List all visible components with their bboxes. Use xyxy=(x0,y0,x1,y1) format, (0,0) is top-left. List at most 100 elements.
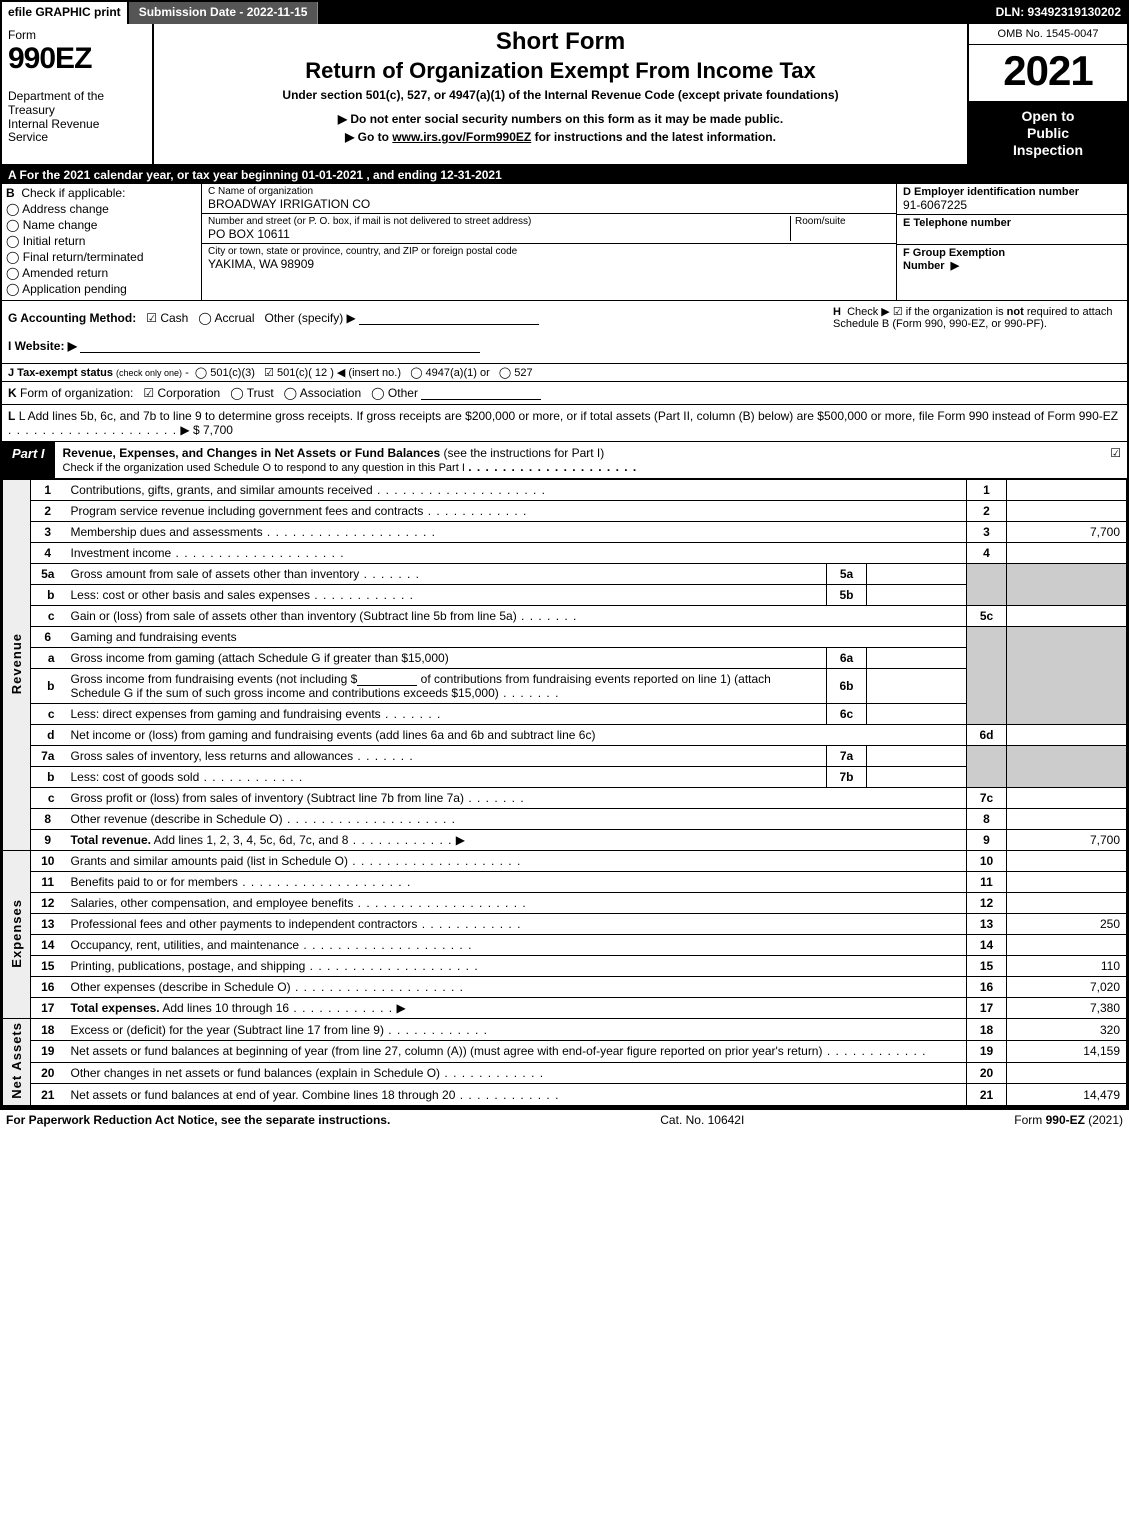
amt-9: 7,700 xyxy=(1007,830,1127,851)
ln-10: 10 xyxy=(31,851,65,872)
vtab-revenue: Revenue xyxy=(3,480,31,851)
k-other-blank[interactable] xyxy=(421,388,541,400)
desc-6c: Less: direct expenses from gaming and fu… xyxy=(65,704,827,725)
vtab-netassets-label: Net Assets xyxy=(9,1022,24,1099)
amt-8 xyxy=(1007,809,1127,830)
form-word: Form xyxy=(8,28,146,42)
row-l-text: L Add lines 5b, 6c, and 7b to line 9 to … xyxy=(19,409,1118,423)
part-i-tab: Part I xyxy=(2,442,55,478)
footer-right-pre: Form xyxy=(1014,1113,1045,1127)
ln-12: 12 xyxy=(31,893,65,914)
ln-6a: a xyxy=(31,648,65,669)
6b-blank[interactable] xyxy=(357,674,417,686)
g-other-blank[interactable] xyxy=(359,313,539,325)
ln-5c: c xyxy=(31,606,65,627)
cb-address-change[interactable]: ◯ Address change xyxy=(6,202,197,216)
footer-right-post: (2021) xyxy=(1085,1113,1123,1127)
instr-goto-pre: ▶ Go to xyxy=(345,130,392,144)
num-7c: 7c xyxy=(967,788,1007,809)
row-h: H Check ▶ ☑ if the organization is not r… xyxy=(827,301,1127,363)
amt-7c xyxy=(1007,788,1127,809)
title-short-form: Short Form xyxy=(164,28,957,56)
ln-6b: b xyxy=(31,669,65,704)
g-cash-check[interactable]: ☑ xyxy=(146,311,157,325)
ln-1: 1 xyxy=(31,480,65,501)
iamt-6c xyxy=(867,704,967,725)
dln-label: DLN: 93492319130202 xyxy=(990,2,1127,24)
amt-4 xyxy=(1007,543,1127,564)
amt-2 xyxy=(1007,501,1127,522)
row-k: K Form of organization: ☑ Corporation ◯ … xyxy=(2,382,1127,405)
city-cell: City or town, state or province, country… xyxy=(202,244,896,274)
amt-17: 7,380 xyxy=(1007,998,1127,1019)
g-cash-label: Cash xyxy=(160,311,188,325)
desc-13: Professional fees and other payments to … xyxy=(65,914,967,935)
num-16: 16 xyxy=(967,977,1007,998)
j-4947[interactable]: ◯ xyxy=(410,367,422,379)
desc-7c: Gross profit or (loss) from sales of inv… xyxy=(65,788,967,809)
inum-7a: 7a xyxy=(827,746,867,767)
num-21: 21 xyxy=(967,1084,1007,1106)
desc-2: Program service revenue including govern… xyxy=(65,501,967,522)
num-5c: 5c xyxy=(967,606,1007,627)
iamt-5b xyxy=(867,585,967,606)
topbar-spacer xyxy=(318,2,989,24)
cb-amended-return[interactable]: ◯ Amended return xyxy=(6,266,197,280)
ein-value: 91-6067225 xyxy=(903,198,1121,212)
inum-7b: 7b xyxy=(827,767,867,788)
shade-6abc-amt xyxy=(1007,627,1127,725)
desc-16: Other expenses (describe in Schedule O) xyxy=(65,977,967,998)
amt-5c xyxy=(1007,606,1127,627)
cb-name-change[interactable]: ◯ Name change xyxy=(6,218,197,232)
desc-7a: Gross sales of inventory, less returns a… xyxy=(65,746,827,767)
row-gh: G Accounting Method: ☑ Cash ◯ Accrual Ot… xyxy=(2,301,1127,364)
col-def: D Employer identification number 91-6067… xyxy=(897,184,1127,300)
k-other[interactable]: ◯ xyxy=(371,386,384,400)
g-label: G Accounting Method: xyxy=(8,311,136,325)
j-501c3[interactable]: ◯ xyxy=(195,367,207,379)
amt-20 xyxy=(1007,1062,1127,1084)
ln-6c: c xyxy=(31,704,65,725)
iamt-6b xyxy=(867,669,967,704)
num-6d: 6d xyxy=(967,725,1007,746)
footer-mid: Cat. No. 10642I xyxy=(660,1113,744,1127)
footer-right: Form 990-EZ (2021) xyxy=(1014,1113,1123,1127)
street-cell: Number and street (or P. O. box, if mail… xyxy=(202,214,896,244)
irs-link[interactable]: www.irs.gov/Form990EZ xyxy=(392,130,531,144)
part-i-title: Revenue, Expenses, and Changes in Net As… xyxy=(63,446,441,460)
j-501c[interactable]: ☑ xyxy=(264,367,274,379)
h-checkbox[interactable]: ☑ xyxy=(893,306,903,318)
efile-print-label[interactable]: efile GRAPHIC print xyxy=(2,2,129,24)
num-18: 18 xyxy=(967,1019,1007,1041)
g-other-label: Other (specify) ▶ xyxy=(265,311,356,325)
desc-12: Salaries, other compensation, and employ… xyxy=(65,893,967,914)
k-trust[interactable]: ◯ xyxy=(230,386,243,400)
desc-1: Contributions, gifts, grants, and simila… xyxy=(65,480,967,501)
cb-final-return[interactable]: ◯ Final return/terminated xyxy=(6,250,197,264)
ln-21: 21 xyxy=(31,1084,65,1106)
website-blank[interactable] xyxy=(80,341,480,353)
ln-5b: b xyxy=(31,585,65,606)
group-exemption-cell: F Group ExemptionNumber ▶ xyxy=(897,245,1127,300)
j-527[interactable]: ◯ xyxy=(499,367,511,379)
iamt-5a xyxy=(867,564,967,585)
amt-12 xyxy=(1007,893,1127,914)
ln-7a: 7a xyxy=(31,746,65,767)
amt-14 xyxy=(1007,935,1127,956)
desc-4: Investment income xyxy=(65,543,967,564)
num-9: 9 xyxy=(967,830,1007,851)
num-8: 8 xyxy=(967,809,1007,830)
part-i-check[interactable]: ☑ xyxy=(1104,442,1127,478)
k-corp[interactable]: ☑ xyxy=(143,386,154,400)
amt-11 xyxy=(1007,872,1127,893)
street-value: PO BOX 10611 xyxy=(208,227,790,241)
k-assoc[interactable]: ◯ xyxy=(284,386,297,400)
cb-initial-return[interactable]: ◯ Initial return xyxy=(6,234,197,248)
inum-6a: 6a xyxy=(827,648,867,669)
row-j: J Tax-exempt status (check only one) - ◯… xyxy=(2,364,1127,382)
form-header: Form 990EZ Department of theTreasuryInte… xyxy=(2,24,1127,166)
room-suite: Room/suite xyxy=(790,216,890,241)
g-accrual-check[interactable]: ◯ xyxy=(198,311,211,325)
cb-application-pending[interactable]: ◯ Application pending xyxy=(6,282,197,296)
amt-6d xyxy=(1007,725,1127,746)
